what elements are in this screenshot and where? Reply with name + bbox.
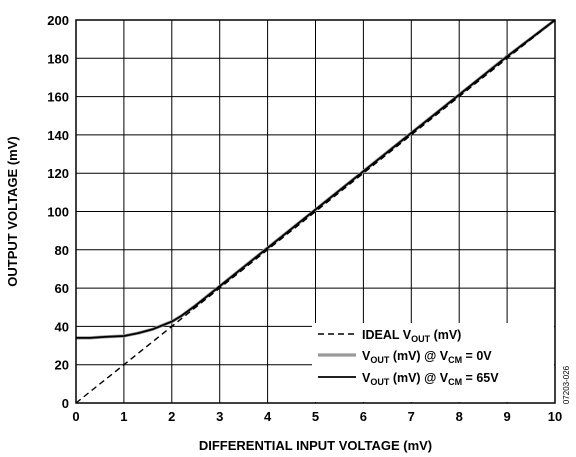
legend-text-part: IDEAL V — [362, 328, 412, 342]
y-tick-label: 20 — [55, 358, 69, 373]
legend-text-part: = 65V — [462, 371, 499, 385]
legend-text-part: CM — [448, 355, 462, 365]
legend-text-part: (mV) — [430, 328, 461, 342]
x-tick-label: 6 — [360, 409, 367, 424]
legend-entry-0: IDEAL VOUT (mV) — [362, 328, 461, 344]
y-tick-label: 60 — [55, 281, 69, 296]
y-tick-label: 40 — [55, 319, 69, 334]
legend-text-part: OUT — [370, 355, 390, 365]
x-axis-title: DIFFERENTIAL INPUT VOLTAGE (mV) — [199, 438, 432, 453]
legend-text-part: OUT — [411, 334, 431, 344]
legend-entry-1: VOUT (mV) @ VCM = 0V — [362, 349, 492, 365]
y-tick-label: 80 — [55, 243, 69, 258]
y-axis-title: OUTPUT VOLTAGE (mV) — [5, 136, 20, 286]
legend-text-part: (mV) @ V — [389, 349, 448, 363]
legend-text-part: OUT — [370, 377, 390, 387]
legend-text-part: V — [362, 371, 371, 385]
y-tick-label: 120 — [47, 166, 69, 181]
x-tick-label: 4 — [264, 409, 272, 424]
legend-text-part: (mV) @ V — [389, 371, 448, 385]
y-tick-label: 200 — [47, 13, 69, 28]
x-tick-label: 7 — [408, 409, 415, 424]
legend-entry-2: VOUT (mV) @ VCM = 65V — [362, 371, 499, 387]
legend-text-part: CM — [448, 377, 462, 387]
series-layer — [75, 18, 556, 404]
x-tick-label: 10 — [548, 409, 562, 424]
y-tick-label: 0 — [62, 396, 69, 411]
y-tick-label: 160 — [47, 90, 69, 105]
figure-id: 07203-026 — [562, 365, 571, 404]
plot-frame — [75, 19, 556, 404]
x-tick-label: 3 — [216, 409, 223, 424]
x-axis-ticks: 0 1 2 3 4 5 6 7 8 9 10 — [72, 409, 562, 424]
legend-box — [312, 323, 554, 402]
x-tick-label: 1 — [120, 409, 127, 424]
series-line-0 — [75, 19, 556, 404]
x-tick-label: 9 — [503, 409, 510, 424]
x-tick-label: 2 — [168, 409, 175, 424]
y-tick-label: 140 — [47, 128, 69, 143]
legend-text-part: V — [362, 349, 371, 363]
y-tick-label: 100 — [47, 205, 69, 220]
x-tick-label: 0 — [72, 409, 79, 424]
legend: IDEAL VOUT (mV)VOUT (mV) @ VCM = 0VVOUT … — [312, 323, 554, 402]
x-tick-label: 5 — [312, 409, 319, 424]
y-axis-ticks: 0 20 40 60 80 100 120 140 160 180 200 — [47, 13, 69, 411]
series-line-2 — [76, 19, 556, 339]
y-tick-label: 180 — [47, 51, 69, 66]
legend-text-part: = 0V — [462, 349, 492, 363]
x-tick-label: 8 — [456, 409, 463, 424]
